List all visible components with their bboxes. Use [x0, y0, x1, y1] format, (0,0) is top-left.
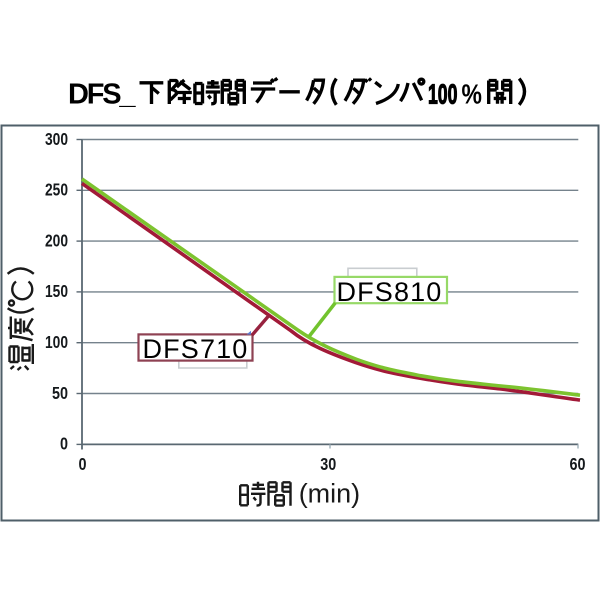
svg-text:300: 300 [45, 129, 68, 149]
svg-text:DFS810: DFS810 [337, 277, 443, 307]
svg-text:(min): (min) [299, 478, 361, 508]
svg-text:0: 0 [79, 454, 87, 474]
svg-text:250: 250 [45, 180, 68, 200]
svg-text:200: 200 [45, 230, 68, 250]
svg-text:DFS710: DFS710 [143, 334, 249, 364]
svg-text:50: 50 [52, 383, 68, 403]
svg-text:30: 30 [320, 454, 336, 474]
svg-text:100: 100 [45, 332, 68, 352]
svg-text:60: 60 [570, 454, 586, 474]
svg-text:%: % [462, 79, 483, 110]
svg-text:100: 100 [428, 78, 457, 109]
svg-text:0: 0 [60, 434, 68, 454]
svg-text:DFS_: DFS_ [68, 78, 136, 110]
svg-text:150: 150 [45, 281, 68, 301]
